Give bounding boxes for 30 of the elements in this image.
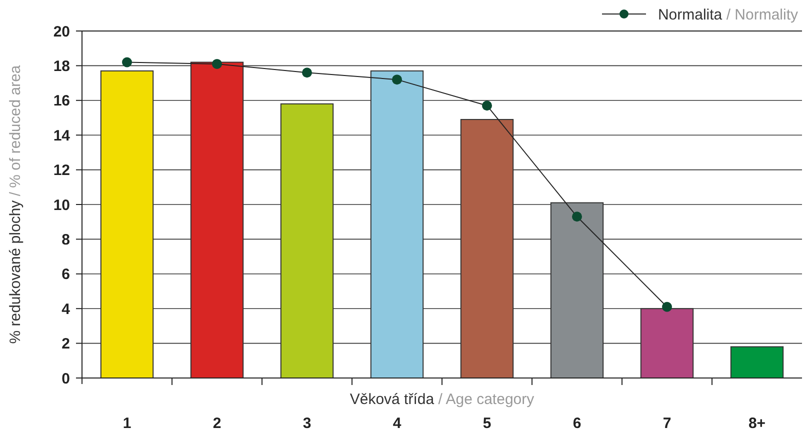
x-axis-title: Věková třída / Age category — [350, 391, 535, 408]
bar — [730, 346, 784, 378]
x-tick-label: 1 — [122, 415, 132, 432]
y-tick-label: 12 — [53, 162, 70, 180]
point — [662, 302, 672, 312]
x-tick-label: 6 — [572, 415, 582, 432]
y-tick-label: 16 — [53, 92, 70, 110]
y-axis-title: % redukované plochy / % of reduced area — [7, 64, 24, 344]
point — [302, 68, 312, 78]
x-tick-label: 7 — [662, 415, 672, 432]
point — [212, 58, 222, 69]
y-tick-label: 4 — [62, 300, 71, 318]
x-tick-label: 5 — [482, 415, 492, 432]
y-tick-label: 18 — [53, 58, 70, 75]
point — [482, 100, 492, 111]
y-tick-label: 20 — [53, 23, 70, 40]
y-tick-label: 2 — [62, 336, 70, 353]
legend-label: Normalita / Normality — [658, 6, 798, 24]
y-tick-label: 8 — [62, 231, 70, 248]
x-tick-label: 3 — [302, 415, 312, 432]
x-tick-label: 2 — [212, 415, 222, 432]
x-tick-label: 8+ — [748, 415, 766, 432]
x-tick-label: 4 — [392, 415, 402, 432]
point — [392, 74, 402, 85]
point — [122, 57, 132, 68]
point — [572, 212, 582, 222]
y-tick-label: 14 — [53, 127, 71, 144]
y-tick-label: 10 — [53, 196, 70, 214]
y-tick-label: 0 — [62, 370, 70, 388]
y-tick-label: 6 — [62, 266, 70, 284]
